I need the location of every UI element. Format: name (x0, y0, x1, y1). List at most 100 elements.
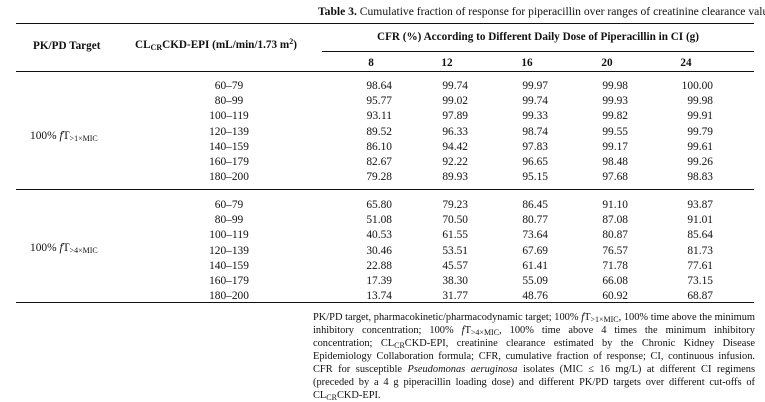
cfr-value-cell: 30.46 (366, 244, 392, 257)
clcr-range-cell: 160–179 (209, 275, 249, 287)
clcr-range-cell: 140–159 (209, 140, 249, 153)
header-dose-16: 16 (521, 57, 533, 69)
group-divider-rule (16, 189, 754, 190)
cfr-value-cell: 17.39 (366, 275, 392, 287)
cfr-value-cell: 99.74 (522, 95, 548, 108)
cfr-value-cell: 99.55 (602, 125, 628, 138)
cfr-value-cell: 68.87 (687, 290, 713, 303)
cfr-value-cell: 98.64 (366, 80, 392, 92)
cfr-value-cell: 80.87 (602, 229, 628, 242)
bottom-rule (16, 302, 754, 304)
cfr-value-cell: 79.23 (442, 199, 468, 211)
cfr-value-cell: 66.08 (602, 275, 628, 287)
cfr-value-cell: 86.45 (522, 199, 548, 211)
cfr-value-cell: 99.91 (687, 110, 713, 123)
cfr-value-cell: 99.97 (522, 80, 548, 92)
cfr-value-cell: 95.77 (366, 95, 392, 108)
cfr-value-cell: 99.79 (687, 125, 713, 138)
cfr-value-cell: 81.73 (687, 244, 713, 257)
clcr-range-cell: 100–119 (209, 110, 249, 123)
cfr-value-cell: 91.10 (602, 199, 628, 211)
cfr-value-cell: 97.83 (522, 140, 548, 153)
header-dose-24: 24 (680, 57, 692, 69)
cfr-value-cell: 51.08 (366, 214, 392, 227)
table-label: Table 3. (318, 5, 357, 18)
pkpd-target-label: 100% fT>1×MIC (30, 130, 98, 143)
cfr-value-cell: 96.33 (442, 125, 468, 138)
cfr-value-cell: 60.92 (602, 290, 628, 303)
cfr-value-cell: 99.98 (687, 95, 713, 108)
cfr-value-cell: 61.55 (442, 229, 468, 242)
cfr-value-cell: 73.64 (522, 229, 548, 242)
header-pkpd-target: PK/PD Target (33, 40, 101, 52)
cfr-value-cell: 97.89 (442, 110, 468, 123)
cfr-value-cell: 13.74 (366, 290, 392, 303)
cfr-value-cell: 99.02 (442, 95, 468, 108)
clcr-range-cell: 180–200 (209, 171, 249, 184)
table-footnote: PK/PD target, pharmacokinetic/pharmacody… (313, 312, 756, 402)
cfr-value-cell: 86.10 (366, 140, 392, 153)
cfr-value-cell: 98.74 (522, 125, 548, 138)
clcr-range-cell: 120–139 (209, 125, 249, 138)
cfr-value-cell: 93.87 (687, 199, 713, 211)
table-title: Cumulative fraction of response for pipe… (359, 5, 765, 18)
cfr-value-cell: 97.68 (602, 171, 628, 184)
cfr-value-cell: 45.57 (442, 259, 468, 272)
cfr-value-cell: 82.67 (366, 156, 392, 168)
cfr-value-cell: 93.11 (366, 110, 392, 123)
cfr-value-cell: 48.76 (522, 290, 548, 303)
header-dose-20: 20 (601, 57, 613, 69)
cfr-value-cell: 55.09 (522, 275, 548, 287)
top-rule (16, 23, 754, 25)
cfr-value-cell: 61.41 (522, 259, 548, 272)
cfr-value-cell: 31.77 (442, 290, 468, 303)
cfr-value-cell: 96.65 (522, 156, 548, 168)
cfr-value-cell: 70.50 (442, 214, 468, 227)
cfr-value-cell: 92.22 (442, 156, 468, 168)
header-dose-8: 8 (368, 57, 374, 69)
cfr-value-cell: 85.64 (687, 229, 713, 242)
header-partial-rule (322, 51, 754, 52)
cfr-value-cell: 91.01 (687, 214, 713, 227)
cfr-value-cell: 100.00 (681, 80, 713, 92)
table-caption: Table 3. Cumulative fraction of response… (318, 5, 765, 19)
cfr-value-cell: 87.08 (602, 214, 628, 227)
clcr-range-cell: 160–179 (209, 156, 249, 168)
cfr-value-cell: 98.48 (602, 156, 628, 168)
clcr-range-cell: 180–200 (209, 290, 249, 303)
clcr-range-cell: 120–139 (209, 244, 249, 257)
cfr-value-cell: 99.82 (602, 110, 628, 123)
header-cfr-group: CFR (%) According to Different Daily Dos… (376, 31, 699, 43)
cfr-value-cell: 99.33 (522, 110, 548, 123)
cfr-value-cell: 67.69 (522, 244, 548, 257)
clcr-range-cell: 80–99 (214, 214, 244, 227)
clcr-range-cell: 60–79 (214, 80, 244, 92)
cfr-value-cell: 99.93 (602, 95, 628, 108)
cfr-value-cell: 73.15 (687, 275, 713, 287)
cfr-value-cell: 65.80 (366, 199, 392, 211)
cfr-value-cell: 53.51 (442, 244, 468, 257)
cfr-value-cell: 99.26 (687, 156, 713, 168)
cfr-value-cell: 98.83 (687, 171, 713, 184)
cfr-value-cell: 99.74 (442, 80, 468, 92)
cfr-value-cell: 40.53 (366, 229, 392, 242)
cfr-value-cell: 80.77 (522, 214, 548, 227)
cfr-value-cell: 89.93 (442, 171, 468, 184)
cfr-value-cell: 38.30 (442, 275, 468, 287)
header-clcr: CLCRCKD-EPI (mL/min/1.73 m2) (135, 37, 297, 52)
cfr-value-cell: 77.61 (687, 259, 713, 272)
pkpd-target-label: 100% fT>4×MIC (30, 242, 98, 255)
header-bottom-rule (16, 71, 754, 72)
cfr-value-cell: 89.52 (366, 125, 392, 138)
clcr-range-cell: 140–159 (209, 259, 249, 272)
cfr-value-cell: 79.28 (366, 171, 392, 184)
cfr-value-cell: 99.61 (687, 140, 713, 153)
cfr-value-cell: 94.42 (442, 140, 468, 153)
cfr-value-cell: 99.17 (602, 140, 628, 153)
cfr-value-cell: 22.88 (366, 259, 392, 272)
cfr-value-cell: 76.57 (602, 244, 628, 257)
header-dose-12: 12 (441, 57, 453, 69)
clcr-range-cell: 100–119 (209, 229, 249, 242)
clcr-range-cell: 60–79 (214, 199, 244, 211)
cfr-value-cell: 95.15 (522, 171, 548, 184)
